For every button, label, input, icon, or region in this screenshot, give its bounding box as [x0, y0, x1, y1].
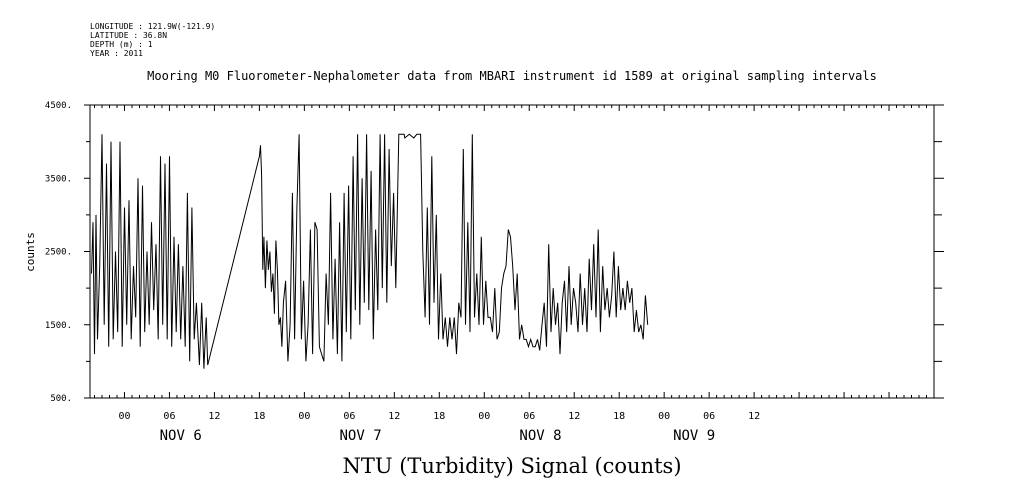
y-tick-label: 4500. — [45, 101, 72, 111]
x-tick-label: 12 — [208, 411, 220, 422]
chart-caption: NTU (Turbidity) Signal (counts) — [342, 454, 681, 478]
x-tick-label: 18 — [253, 411, 265, 422]
latitude-text: LATITUDE : 36.8N — [90, 31, 168, 40]
day-labels: NOV 6 NOV 7 NOV 8 NOV 9 — [160, 428, 716, 444]
y-tick-label: 1500. — [45, 321, 72, 331]
day-label: NOV 8 — [519, 428, 561, 444]
x-tick-label: 00 — [118, 411, 130, 422]
day-label: NOV 6 — [160, 428, 202, 444]
year-text: YEAR : 2011 — [90, 49, 143, 58]
x-tick-label: 18 — [433, 411, 445, 422]
axis-ticks — [84, 104, 944, 399]
x-tick-labels: 00 06 12 18 00 06 12 18 00 06 12 18 00 06 12 — [118, 411, 760, 422]
day-label: NOV 7 — [340, 428, 382, 444]
day-label: NOV 9 — [673, 428, 715, 444]
series-line — [91, 133, 649, 369]
x-tick-label: 00 — [478, 411, 490, 422]
y-tick-labels: 500. 1500. 2500. 3500. 4500. — [45, 101, 72, 404]
x-tick-label: 06 — [703, 411, 715, 422]
x-tick-label: 06 — [163, 411, 175, 422]
x-tick-label: 06 — [523, 411, 535, 422]
x-tick-label: 12 — [388, 411, 400, 422]
depth-text: DEPTH (m) : 1 — [90, 40, 153, 49]
x-tick-label: 12 — [568, 411, 580, 422]
x-tick-label: 00 — [298, 411, 310, 422]
location-metadata: LONGITUDE : 121.9W(-121.9) LATITUDE : 36… — [90, 22, 215, 58]
y-axis-label: counts — [24, 232, 37, 272]
x-tick-label: 00 — [658, 411, 670, 422]
x-tick-label: 06 — [343, 411, 355, 422]
y-tick-label: 500. — [50, 394, 72, 404]
x-tick-label: 18 — [613, 411, 625, 422]
x-tick-label: 12 — [748, 411, 760, 422]
y-tick-label: 2500. — [45, 248, 72, 258]
y-tick-label: 3500. — [45, 174, 72, 184]
longitude-text: LONGITUDE : 121.9W(-121.9) — [90, 22, 216, 31]
chart-title: Mooring M0 Fluorometer-Nephalometer data… — [147, 69, 877, 83]
